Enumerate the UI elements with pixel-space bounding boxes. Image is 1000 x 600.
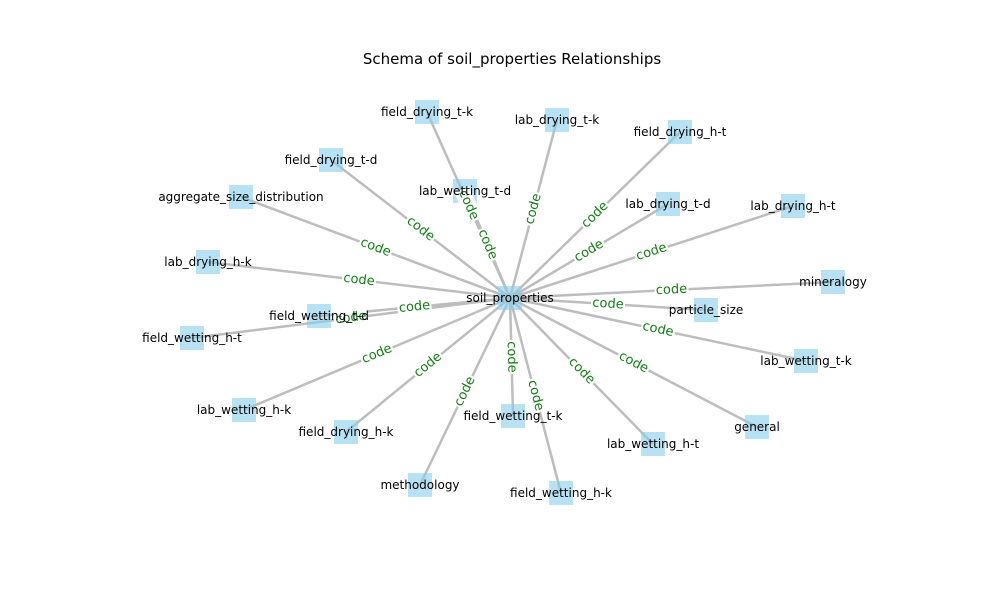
center-node-label: soil_properties [466,291,554,305]
edge-label-lab_drying_h-k: code [343,271,376,290]
node-field_drying_t-k [415,100,439,124]
node-label-field_wetting_h-t: field_wetting_h-t [142,331,242,345]
edge-label-bg [570,235,608,267]
edge-labels-layer: code code code code code code code code code code… [333,186,689,414]
edge-label-lab_wetting_t-k: code [641,319,675,340]
edge-label-bg [521,190,546,228]
node-field_drying_h-k [334,420,358,444]
node-field_drying_h-t [668,120,692,144]
node-label-lab_drying_t-k: lab_drying_t-k [515,113,600,127]
node-label-lab_drying_t-d: lab_drying_t-d [625,197,710,211]
edge-label-field_wetting_h-t: code [335,309,368,328]
node-methodology [408,473,432,497]
node-lab_drying_t-d [656,192,680,216]
node-label-lab_drying_h-k: lab_drying_h-k [164,255,251,269]
node-lab_drying_h-k [196,250,220,274]
node-label-field_wetting_t-k: field_wetting_t-k [463,409,562,423]
node-lab_wetting_h-k [232,398,256,422]
edge-label-bg [333,307,369,329]
node-lab_drying_h-t [781,194,805,218]
edge-label-general: code [616,349,651,377]
edge-label-field_wetting_t-k: code [504,341,520,373]
edge-label-lab_wetting_h-k: code [360,341,395,367]
edge-label-bg [523,377,548,414]
node-soil-properties [498,286,522,310]
node-label-general: general [734,420,780,434]
node-field_wetting_t-d [307,304,331,328]
node-lab_drying_t-k [545,108,569,132]
node-label-field_drying_t-d: field_drying_t-d [285,153,378,167]
diagram-title: Schema of soil_properties Relationships [363,50,662,69]
node-lab_wetting_h-t [641,432,665,456]
node-label-field_drying_t-k: field_drying_t-k [381,105,473,119]
node-label-mineralogy: mineralogy [799,275,867,289]
node-field_wetting_t-k [501,404,525,428]
edge-label-bg [654,281,689,299]
node-field_wetting_h-t [180,326,204,350]
edge-label-bg [590,294,626,314]
node-label-field_wetting_h-k: field_wetting_h-k [510,486,612,500]
node-label-aggregate_size_distribution: aggregate_size_distribution [158,190,323,204]
edge-label-methodology: code [451,374,478,409]
edge-label-bg [341,270,377,290]
edge-label-bg [454,186,483,224]
edge-label-lab_wetting_t-d: code [475,227,501,262]
node-label-particle_size: particle_size [669,303,744,317]
node-label-lab_wetting_h-k: lab_wetting_h-k [197,403,291,417]
node-label-field_drying_h-t: field_drying_h-t [634,125,727,139]
node-field_wetting_h-k [549,481,573,505]
node-general [745,415,769,439]
node-aggregate_size_distribution [229,185,253,209]
node-labels-layer: field_drying_t-k lab_drying_t-k field_dryi… [142,105,867,500]
edge-label-bg [632,239,671,265]
nodes-layer [180,100,845,505]
edge-label-bg [563,353,600,389]
node-label-lab_wetting_h-t: lab_wetting_h-t [607,437,699,451]
edge-label-bg [409,348,447,382]
edge-label-aggregate_size_distribution: code [358,235,393,260]
node-label-methodology: methodology [380,478,459,492]
edge-label-bg [503,339,520,375]
edge-label-bg [450,372,480,411]
edge-label-bg [639,318,677,341]
edge-label-lab_drying_t-d: code [572,237,607,266]
edge-label-bg [473,225,502,264]
node-label-lab_wetting_t-k: lab_wetting_t-k [760,354,852,368]
edge-label-bg [356,234,395,261]
edge-label-bg [614,347,653,378]
node-field_drying_t-d [319,148,343,172]
edge-label-bg [577,197,613,233]
edge-label-field_wetting_t-d: code [398,298,431,316]
edge-label-bg [358,340,396,368]
node-label-lab_drying_h-t: lab_drying_h-t [750,199,835,213]
edge-label-mineralogy: code [655,282,687,299]
node-lab_wetting_t-k [794,349,818,373]
edge-label-particle_size: code [592,296,624,313]
node-label-field_drying_h-k: field_drying_h-k [299,425,394,439]
node-particle_size [694,298,718,322]
node-label-field_wetting_t-d: field_wetting_t-d [269,309,369,323]
edge-label-bg [402,212,439,246]
node-mineralogy [821,270,845,294]
edge-label-bg [396,297,433,317]
node-label-lab_wetting_t-d: lab_wetting_t-d [419,184,511,198]
